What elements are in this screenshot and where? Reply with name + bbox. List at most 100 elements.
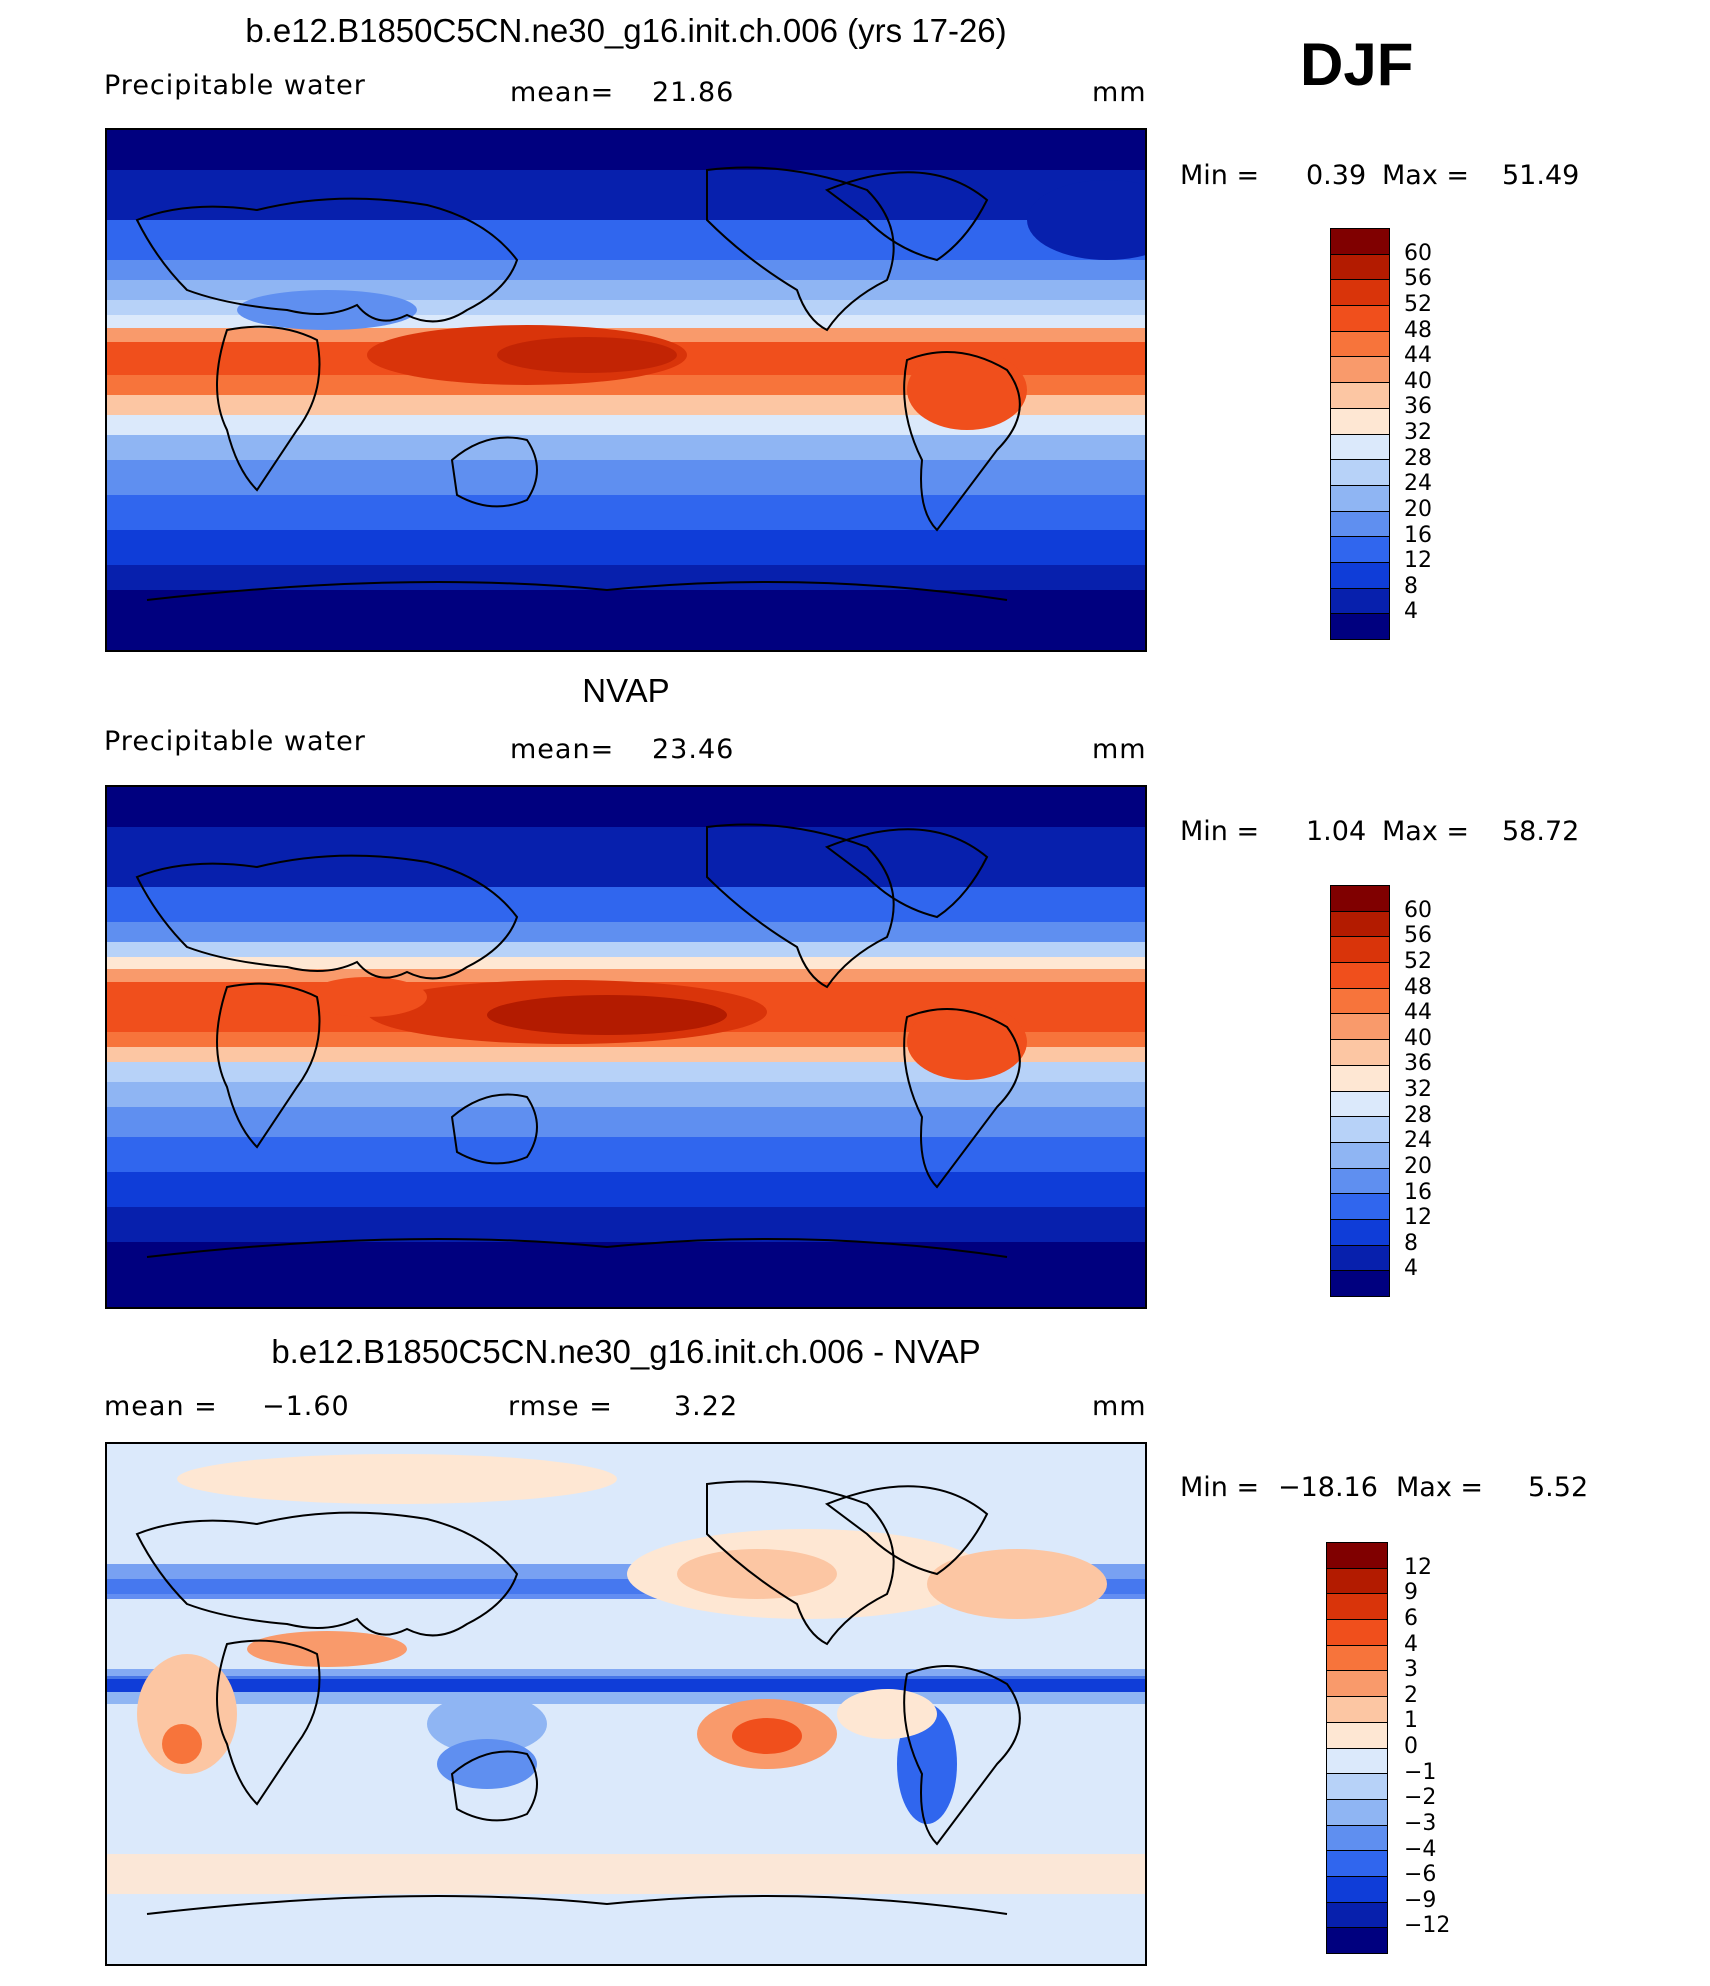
- panel-1-mean-label: mean=: [510, 77, 615, 108]
- colorbar-swatch: [1327, 1722, 1387, 1749]
- panel-3-rmse-value: 3.22: [674, 1391, 739, 1422]
- colorbar-tick-label: 52: [1404, 948, 1432, 974]
- colorbar-tick-label: −9: [1404, 1887, 1437, 1913]
- colorbar-tick-label: 12: [1404, 1205, 1432, 1231]
- colorbar-tick-label: 32: [1404, 1077, 1432, 1102]
- panel-1-units: mm: [1092, 77, 1147, 108]
- colorbar-tick-label: 28: [1404, 445, 1432, 471]
- colorbar-tick-label: 40: [1404, 368, 1432, 394]
- colorbar-swatch: [1331, 988, 1389, 1015]
- colorbar-tick-label: −6: [1404, 1862, 1437, 1888]
- colorbar-swatch: [1331, 331, 1389, 358]
- colorbar-tick-label: 2: [1404, 1682, 1418, 1708]
- panel-2-min-value: 1.04: [1306, 816, 1367, 847]
- panel-3-min-value: −18.16: [1278, 1472, 1378, 1503]
- colorbar-swatch: [1331, 1040, 1389, 1066]
- colorbar-swatch: [1331, 511, 1389, 538]
- colorbar-swatch: [1331, 937, 1389, 964]
- colorbar-tick-label: 52: [1404, 291, 1432, 317]
- colorbar-tick-label: −3: [1404, 1810, 1437, 1836]
- colorbar-swatch: [1331, 357, 1389, 384]
- colorbar-swatch: [1327, 1594, 1387, 1621]
- colorbar-swatch: [1331, 1194, 1389, 1220]
- panel-1-map: [105, 128, 1147, 652]
- panel-3-units: mm: [1092, 1391, 1147, 1422]
- panel-1-title: b.e12.B1850C5CN.ne30_g16.init.ch.006 (yr…: [245, 12, 1007, 49]
- colorbar-tick-label: 3: [1404, 1657, 1418, 1683]
- colorbar-tick-label: 48: [1404, 317, 1432, 343]
- colorbar-swatch: [1327, 1851, 1387, 1877]
- panel-3-title: b.e12.B1850C5CN.ne30_g16.init.ch.006 - N…: [271, 1333, 981, 1370]
- colorbar-tick-label: 24: [1404, 471, 1432, 497]
- panel-1-variable: Precipitable water: [104, 70, 366, 101]
- panel-2-colorbar: [1330, 885, 1390, 1297]
- panel-3-min-label: Min =: [1180, 1472, 1260, 1503]
- panel-2-max-value: 58.72: [1502, 816, 1580, 847]
- colorbar-swatch: [1331, 886, 1389, 912]
- panel-3-rmse-label: rmse =: [508, 1391, 613, 1422]
- colorbar-tick-label: 20: [1404, 496, 1432, 522]
- colorbar-swatch: [1327, 1748, 1387, 1775]
- colorbar-tick-label: 8: [1404, 1230, 1418, 1256]
- colorbar-swatch: [1331, 254, 1389, 281]
- colorbar-swatch: [1327, 1620, 1387, 1646]
- colorbar-swatch: [1327, 1671, 1387, 1698]
- colorbar-tick-label: 60: [1404, 240, 1432, 266]
- colorbar-swatch: [1331, 588, 1389, 615]
- colorbar-tick-label: −4: [1404, 1836, 1437, 1862]
- colorbar-tick-label: 1: [1404, 1708, 1418, 1734]
- colorbar-swatch: [1331, 537, 1389, 563]
- colorbar-swatch: [1331, 1091, 1389, 1118]
- panel-2-units: mm: [1092, 734, 1147, 765]
- colorbar-swatch: [1327, 1876, 1387, 1903]
- panel-1-min-value: 0.39: [1306, 160, 1367, 191]
- panel-2-title: NVAP: [582, 672, 670, 709]
- panel-3-map: [105, 1442, 1147, 1966]
- colorbar-tick-label: 16: [1404, 522, 1432, 548]
- colorbar-tick-label: 48: [1404, 974, 1432, 1000]
- panel-1-max-label: Max =: [1382, 160, 1470, 191]
- colorbar-swatch: [1331, 229, 1389, 255]
- panel-1-colorbar: [1330, 228, 1390, 640]
- colorbar-swatch: [1331, 911, 1389, 938]
- panel-2-variable: Precipitable water: [104, 726, 366, 757]
- colorbar-tick-label: 0: [1404, 1734, 1418, 1759]
- panel-1-mean-value: 21.86: [652, 77, 735, 108]
- colorbar-tick-label: 32: [1404, 420, 1432, 445]
- colorbar-tick-label: 4: [1404, 1256, 1418, 1282]
- colorbar-swatch: [1327, 1825, 1387, 1852]
- colorbar-swatch: [1331, 1245, 1389, 1272]
- colorbar-tick-label: −2: [1404, 1785, 1437, 1811]
- panel-3-max-value: 5.52: [1528, 1472, 1589, 1503]
- colorbar-tick-label: 44: [1404, 343, 1432, 369]
- colorbar-swatch: [1331, 562, 1389, 589]
- colorbar-tick-label: 4: [1404, 1631, 1418, 1657]
- colorbar-swatch: [1331, 1271, 1389, 1296]
- colorbar-tick-label: 16: [1404, 1179, 1432, 1205]
- colorbar-swatch: [1327, 1799, 1387, 1826]
- panel-3-max-label: Max =: [1396, 1472, 1484, 1503]
- colorbar-tick-label: 44: [1404, 1000, 1432, 1026]
- colorbar-swatch: [1331, 383, 1389, 409]
- panel-2-mean-label: mean=: [510, 734, 615, 765]
- colorbar-tick-label: 4: [1404, 599, 1418, 625]
- colorbar-swatch: [1331, 614, 1389, 639]
- colorbar-swatch: [1327, 1928, 1387, 1953]
- colorbar-tick-label: 9: [1404, 1580, 1418, 1606]
- colorbar-tick-label: −12: [1404, 1913, 1451, 1939]
- colorbar-swatch: [1327, 1697, 1387, 1723]
- colorbar-tick-label: 56: [1404, 266, 1432, 292]
- colorbar-tick-label: 12: [1404, 1554, 1432, 1580]
- colorbar-swatch: [1331, 1142, 1389, 1169]
- colorbar-swatch: [1327, 1645, 1387, 1672]
- panel-2-max-label: Max =: [1382, 816, 1470, 847]
- panel-1-max-value: 51.49: [1502, 160, 1580, 191]
- colorbar-tick-label: 60: [1404, 897, 1432, 923]
- colorbar-swatch: [1327, 1902, 1387, 1929]
- panel-3-colorbar: [1326, 1542, 1388, 1954]
- colorbar-swatch: [1331, 306, 1389, 332]
- colorbar-tick-label: 24: [1404, 1128, 1432, 1154]
- colorbar-swatch: [1331, 434, 1389, 461]
- colorbar-swatch: [1331, 1219, 1389, 1246]
- panel-3-mean-label: mean =: [104, 1391, 218, 1422]
